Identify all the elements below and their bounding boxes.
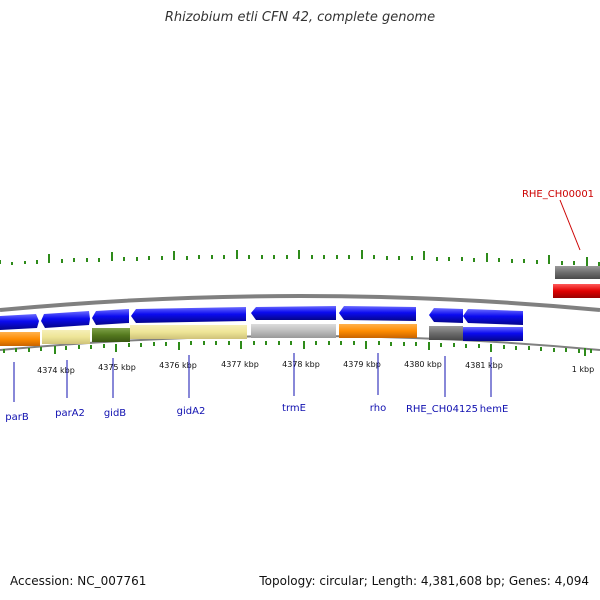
scale-label-4378: 4378 kbp bbox=[282, 360, 320, 369]
feature-hemE-cds[interactable] bbox=[463, 309, 523, 325]
feature-gidB-gene[interactable] bbox=[92, 328, 130, 342]
scale-label-4375: 4375 kbp bbox=[98, 363, 136, 372]
feature-rho-cds[interactable] bbox=[339, 306, 416, 321]
feature-gidA2-cds[interactable] bbox=[131, 307, 246, 323]
feature-row-genes bbox=[0, 324, 523, 346]
gene-label-hemE[interactable]: hemE bbox=[480, 404, 509, 415]
label-leaders bbox=[13, 353, 492, 402]
feature-RHE_CH00001-gray[interactable] bbox=[555, 266, 600, 279]
feature-parB-cds[interactable] bbox=[0, 314, 39, 330]
gene-label-RHE_CH00001[interactable]: RHE_CH00001 bbox=[522, 189, 594, 200]
feature-parB-gene[interactable] bbox=[0, 332, 40, 346]
scale-label-4374: 4374 kbp bbox=[37, 366, 75, 375]
scale-labels: 4374 kbp 4375 kbp 4376 kbp 4377 kbp 4378… bbox=[37, 360, 594, 375]
feature-parA2-cds[interactable] bbox=[41, 311, 90, 328]
map-title: Rhizobium etli CFN 42, complete genome bbox=[164, 10, 436, 25]
feature-hemE-gene[interactable] bbox=[463, 327, 523, 341]
scale-label-4376: 4376 kbp bbox=[159, 361, 197, 370]
feature-gidA2-gene[interactable] bbox=[130, 325, 247, 339]
feature-gidB-cds[interactable] bbox=[92, 309, 129, 325]
label-leader-RHE_CH00001 bbox=[559, 199, 581, 251]
gene-label-gidA2[interactable]: gidA2 bbox=[177, 406, 206, 417]
feature-trmE-cds[interactable] bbox=[251, 306, 336, 320]
feature-parA2-gene[interactable] bbox=[42, 330, 90, 344]
feature-RHE_CH04125-gene[interactable] bbox=[429, 326, 463, 340]
gene-label-RHE_CH04125[interactable]: RHE_CH04125 bbox=[406, 404, 478, 415]
outer-ticks bbox=[0, 250, 600, 266]
accession-text: Accession: NC_007761 bbox=[10, 574, 147, 588]
scale-label-4379: 4379 kbp bbox=[343, 360, 381, 369]
scale-label-1: 1 kbp bbox=[572, 365, 594, 374]
feature-RHE_CH04125-cds[interactable] bbox=[429, 308, 463, 323]
gene-label-rho[interactable]: rho bbox=[370, 403, 386, 414]
scale-label-4380: 4380 kbp bbox=[404, 360, 442, 369]
gene-label-trmE[interactable]: trmE bbox=[282, 403, 306, 414]
gene-label-parB[interactable]: parB bbox=[5, 412, 29, 423]
gene-label-parA2[interactable]: parA2 bbox=[55, 408, 85, 419]
scale-label-4377: 4377 kbp bbox=[221, 360, 259, 369]
backbone-outer bbox=[0, 294, 600, 312]
feature-trmE-gene[interactable] bbox=[251, 324, 336, 338]
gene-labels: parB parA2 gidB gidA2 trmE rho RHE_CH041… bbox=[5, 189, 594, 423]
genome-summary-text: Topology: circular; Length: 4,381,608 bp… bbox=[259, 574, 589, 588]
gene-label-gidB[interactable]: gidB bbox=[104, 408, 126, 419]
inner-ticks bbox=[3, 341, 592, 356]
feature-row-forward bbox=[0, 306, 523, 330]
scale-label-4381: 4381 kbp bbox=[465, 361, 503, 370]
feature-rho-gene[interactable] bbox=[339, 324, 417, 338]
feature-RHE_CH00001-red[interactable] bbox=[553, 284, 600, 298]
